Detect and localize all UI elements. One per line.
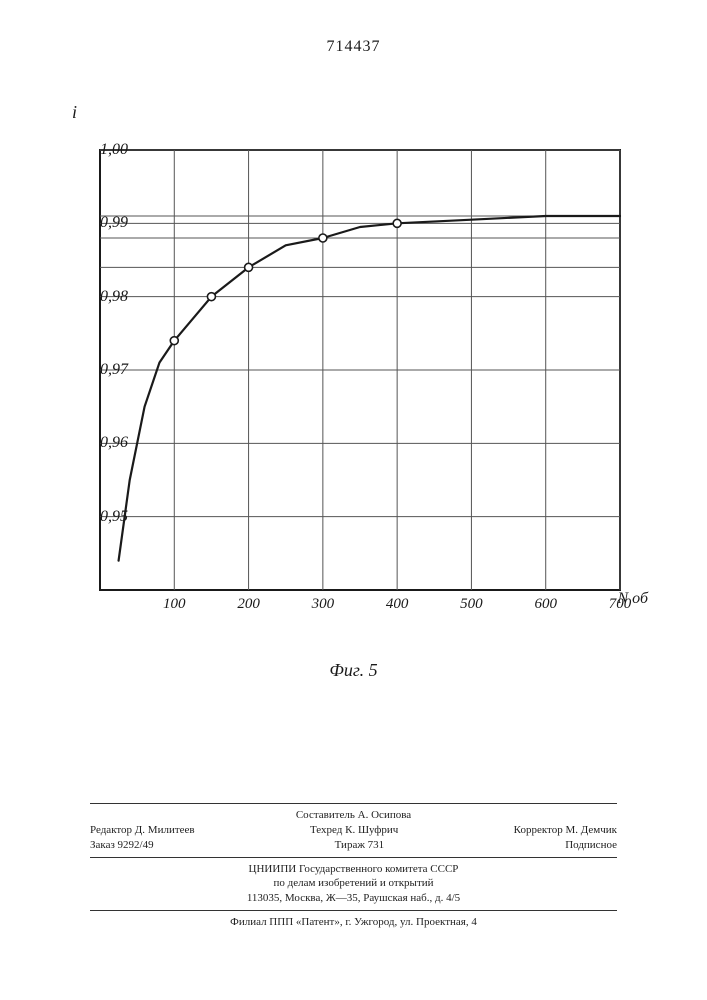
x-tick-label: 200 xyxy=(237,596,260,613)
footer-org2: по делам изобретений и открытий xyxy=(90,876,617,891)
x-tick-label: 300 xyxy=(312,596,335,613)
footer-addr1: 113035, Москва, Ж—35, Раушская наб., д. … xyxy=(90,891,617,906)
footer-tirazh: Тираж 731 xyxy=(335,838,385,853)
footer-compiler: Составитель А. Осипова xyxy=(90,808,617,823)
footer-techred: Техред К. Шуфрич xyxy=(310,823,398,838)
page: 714437 i N об 0,950,960,970,980,991,00 1… xyxy=(0,0,707,1000)
footer-org1: ЦНИИПИ Государственного комитета СССР xyxy=(90,862,617,877)
x-tick-label: 500 xyxy=(460,596,483,613)
footer-subscription: Подписное xyxy=(565,838,617,853)
footer-corrector: Корректор М. Демчик xyxy=(514,823,617,838)
document-number: 714437 xyxy=(0,38,707,56)
chart-svg xyxy=(60,120,640,640)
chart: i N об 0,950,960,970,980,991,00 10020030… xyxy=(60,120,640,640)
x-tick-label: 100 xyxy=(163,596,186,613)
figure-caption: Фиг. 5 xyxy=(0,660,707,681)
x-tick-label: 600 xyxy=(534,596,557,613)
y-axis-label: i xyxy=(72,102,77,123)
x-tick-label: 700 xyxy=(609,596,632,613)
footer-addr2: Филиал ППП «Патент», г. Ужгород, ул. Про… xyxy=(90,915,617,930)
footer-editor: Редактор Д. Милитеев xyxy=(90,823,195,838)
x-tick-label: 400 xyxy=(386,596,409,613)
footer-order: Заказ 9292/49 xyxy=(90,838,154,853)
footer: Составитель А. Осипова Редактор Д. Милит… xyxy=(90,799,617,930)
